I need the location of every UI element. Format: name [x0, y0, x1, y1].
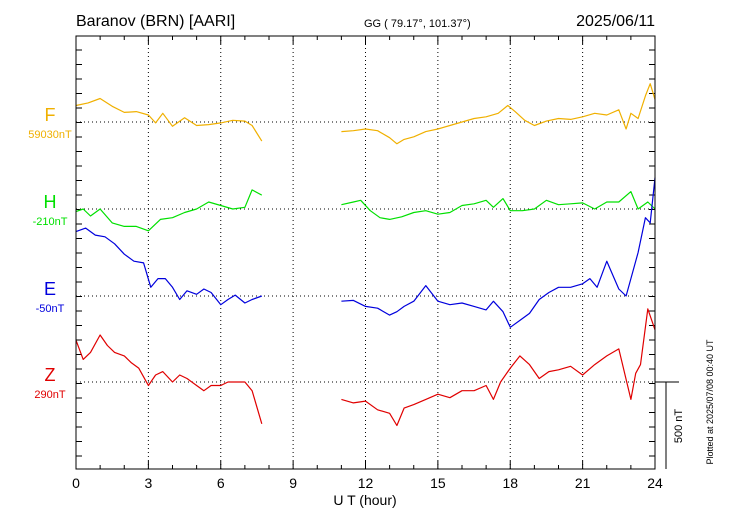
series-line-e	[75, 227, 263, 306]
series-name-h: H	[44, 192, 57, 212]
grid-lines	[76, 36, 655, 469]
series-baseline-e: -50nT	[36, 303, 65, 315]
x-tick-label: 0	[72, 475, 80, 491]
series-name-e: E	[44, 279, 56, 299]
geographic-coords: GG ( 79.17°, 101.37°)	[364, 18, 471, 30]
series-line-f	[75, 97, 263, 142]
x-tick-label: 21	[575, 475, 591, 491]
series-line-f	[341, 83, 656, 145]
x-axis-label: U T (hour)	[333, 492, 396, 508]
x-tick-label: 18	[502, 475, 518, 491]
scale-bar: 500 nT	[655, 381, 685, 469]
x-tick-label: 15	[430, 475, 446, 491]
series-line-e	[341, 177, 656, 328]
x-tick-label: 3	[144, 475, 152, 491]
x-tick-label: 9	[289, 475, 297, 491]
station-title: Baranov (BRN) [AARI]	[76, 13, 235, 30]
series-line-h	[75, 189, 263, 232]
series-baseline-z: 290nT	[34, 389, 65, 401]
series-baseline-h: -210nT	[33, 216, 68, 228]
series-line-z	[75, 334, 263, 424]
date-label: 2025/06/11	[576, 13, 655, 30]
series-line-z	[341, 308, 656, 427]
series-layer	[75, 83, 656, 427]
series-name-z: Z	[45, 365, 56, 385]
x-axis-ticks: 0 3 6 9 12 15 18 21 24	[72, 36, 663, 491]
series-line-h	[341, 191, 656, 220]
x-tick-label: 12	[358, 475, 374, 491]
series-baseline-f: 59030nT	[28, 129, 72, 141]
series-name-f: F	[45, 105, 56, 125]
x-tick-label: 6	[217, 475, 225, 491]
x-tick-label: 24	[647, 475, 663, 491]
plotted-timestamp: Plotted at 2025/07/08 00:40 UT	[705, 339, 715, 465]
scale-bar-label: 500 nT	[673, 409, 685, 444]
